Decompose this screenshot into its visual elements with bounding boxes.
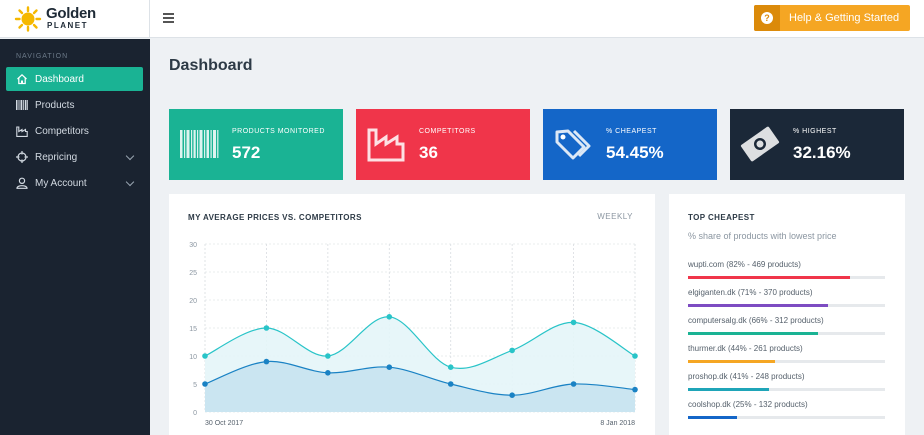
crosshair-icon [16,151,28,163]
sidebar-item-label: Dashboard [35,73,84,85]
stat-value: 36 [419,143,438,162]
cheapest-row-label: elgiganten.dk (71% - 370 products) [688,288,813,297]
cheapest-row-bar [688,276,885,279]
data-point[interactable] [386,314,393,320]
cheapest-row-fill [688,360,775,363]
barcode-icon [16,99,28,111]
data-point[interactable] [447,364,454,370]
sidebar-item-my-account[interactable]: My Account [6,171,143,195]
data-point[interactable] [632,353,638,359]
help-button-label: Help & Getting Started [789,12,900,24]
sidebar-item-label: Products [35,99,75,111]
data-point[interactable] [202,353,208,359]
home-icon [16,73,28,85]
data-point[interactable] [570,381,577,387]
stat-card-cheapest[interactable]: % CHEAPEST 54.45% [543,109,717,180]
menu-toggle-icon[interactable] [163,13,174,24]
nav-heading: NAVIGATION [16,53,69,60]
top-cheapest-card: TOP CHEAPEST % share of products with lo… [669,194,905,435]
data-point[interactable] [325,353,331,359]
top-cheapest-subtitle: % share of products with lowest price [688,231,837,241]
series-area [205,361,635,412]
brand-subname: PLANET [47,21,88,30]
y-tick-label: 0 [193,410,197,417]
y-tick-label: 25 [189,270,197,277]
sidebar: NAVIGATION Dashboard Products Competitor… [0,39,150,435]
cheapest-row-fill [688,388,769,391]
question-circle-icon: ? [754,5,780,31]
stat-card-highest[interactable]: % HIGHEST 32.16% [730,109,904,180]
x-start-label: 30 Oct 2017 [205,420,243,427]
cheapest-row-label: coolshop.dk (25% - 132 products) [688,400,808,409]
stat-label: % CHEAPEST [606,128,657,135]
sidebar-item-label: Competitors [35,125,89,137]
sun-logo-icon [14,6,42,32]
cheapest-row-bar [688,388,885,391]
stat-value: 572 [232,143,261,162]
stat-label: COMPETITORS [419,128,476,135]
chart-title: MY AVERAGE PRICES VS. COMPETITORS [188,213,362,222]
help-getting-started-button[interactable]: ? Help & Getting Started [754,5,910,31]
stat-card-competitors[interactable]: COMPETITORS 36 [356,109,530,180]
stat-value: 32.16% [793,143,851,162]
chevron-down-icon [125,177,135,187]
top-bar: Golden PLANET ? Help & Getting Started [0,0,924,38]
price-chart: 0 5 10 15 20 25 30 30 Oct 2017 8 Jan 2018 [189,242,638,427]
cheapest-row-bar [688,332,885,335]
y-tick-label: 10 [189,354,197,361]
money-icon [740,126,780,162]
cheapest-row-fill [688,332,819,335]
sidebar-item-label: My Account [35,177,87,189]
sidebar-item-competitors[interactable]: Competitors [6,119,143,143]
data-point[interactable] [632,386,638,393]
data-point[interactable] [509,392,515,398]
cheapest-row-fill [688,304,828,307]
factory-icon [367,128,405,162]
weekly-toggle[interactable]: WEEKLY [597,212,633,221]
y-tick-label: 20 [189,298,197,305]
data-point[interactable] [386,364,393,370]
cheapest-row-bar [688,416,885,419]
cheapest-row-bar [688,304,885,307]
y-tick-label: 5 [193,382,197,389]
brand-name: Golden [46,5,96,22]
user-icon [16,177,28,189]
page-title: Dashboard [169,57,253,74]
cheapest-row-label: computersalg.dk (66% - 312 products) [688,316,824,325]
sidebar-item-products[interactable]: Products [6,93,143,117]
data-point[interactable] [447,381,454,387]
sidebar-item-label: Repricing [35,151,78,163]
stat-value: 54.45% [606,143,664,162]
data-point[interactable] [263,325,270,331]
cheapest-row-fill [688,276,850,279]
data-point[interactable] [325,370,331,376]
cheapest-row-label: proshop.dk (41% - 248 products) [688,372,805,381]
cheapest-row-bar [688,360,885,363]
y-tick-label: 30 [189,242,197,249]
data-point[interactable] [202,381,208,387]
data-point[interactable] [509,347,515,354]
data-point[interactable] [263,358,270,365]
data-point[interactable] [570,319,577,326]
cheapest-row-fill [688,416,738,419]
sidebar-item-dashboard[interactable]: Dashboard [6,67,143,91]
cheapest-row-label: wupti.com (82% - 469 products) [688,260,801,269]
price-chart-card: MY AVERAGE PRICES VS. COMPETITORS WEEKLY… [169,194,655,435]
chevron-down-icon [125,151,135,161]
stat-card-products-monitored[interactable]: PRODUCTS MONITORED 572 [169,109,343,180]
top-cheapest-title: TOP CHEAPEST [688,213,755,222]
series-line [204,316,636,369]
stat-label: % HIGHEST [793,128,837,135]
x-end-label: 8 Jan 2018 [600,420,635,427]
logo[interactable]: Golden PLANET [0,0,150,38]
stat-label: PRODUCTS MONITORED [232,128,325,135]
y-tick-label: 15 [189,326,197,333]
price-tag-icon [555,129,591,160]
cheapest-row-label: thurmer.dk (44% - 261 products) [688,344,803,353]
factory-icon [16,125,28,137]
sidebar-item-repricing[interactable]: Repricing [6,145,143,169]
barcode-icon [180,130,219,158]
